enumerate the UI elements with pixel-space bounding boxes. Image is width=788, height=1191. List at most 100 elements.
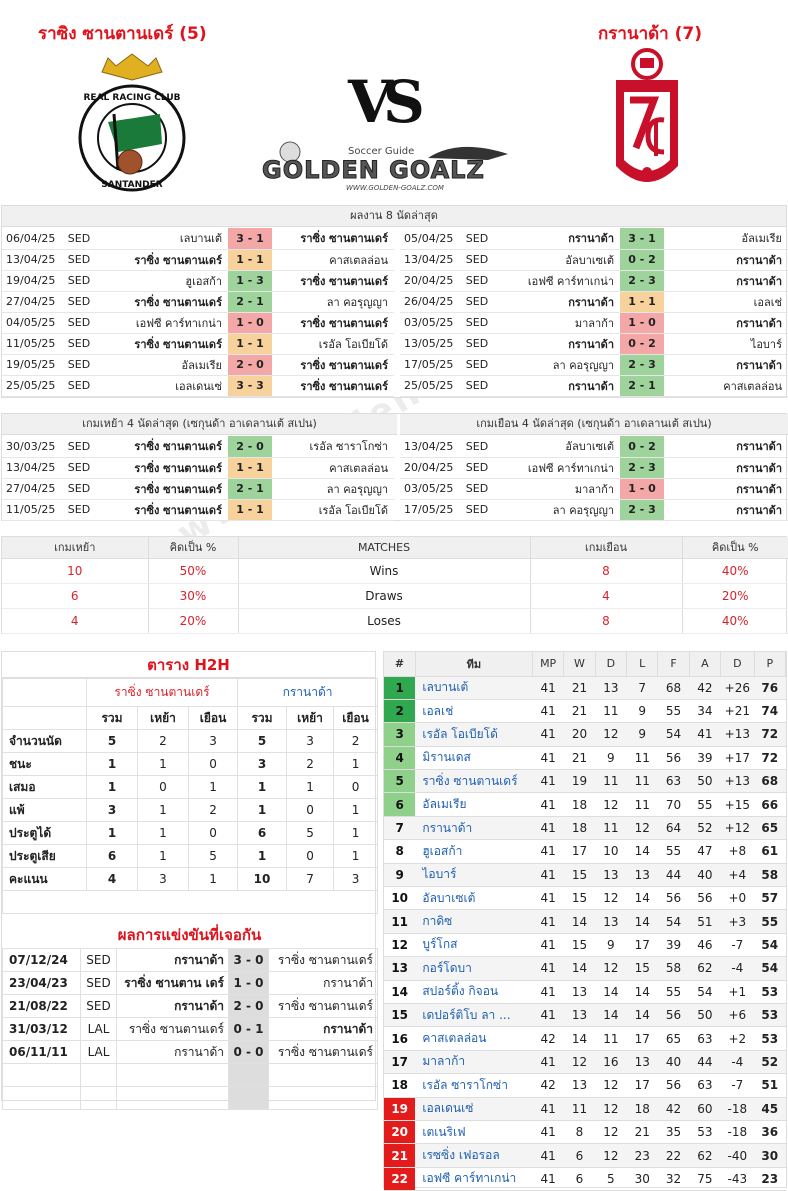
league-stat: +3 [720,909,755,934]
league-stat: 41 [532,863,564,888]
match-date: 30/03/25 [2,436,62,458]
league-row: 15 เดปอร์ติโบ ลา ... 41 13 14 14 56 50 +6 53 [384,1003,786,1028]
h2h-col-header: รวม [86,706,138,730]
league-position: 11 [384,909,416,934]
h2h-row-label: ประตูได้ [2,821,87,845]
match-competition: SED [62,457,96,479]
league-col-header: F [657,652,690,676]
granada-crest-icon [616,48,678,182]
match-row: 06/04/25 SED เลบานเต้ 3 - 1 ราซิ่ง ซานตานเดร… [2,228,394,250]
league-stat: 17 [626,1026,658,1051]
league-stat: 41 [532,792,564,817]
league-team-name: เอลเช่ [415,699,533,724]
league-stat: 41 [532,676,564,700]
league-table-panel: # ทีม MP W D L F A D P 1 เลบานเต้ 41 21 13 7 68 42 +26 76 2… [383,651,787,1191]
league-row: 21 เรซซิ่ง เฟอรอล 41 6 12 23 22 62 -40 30 [384,1143,786,1168]
home-team-title: ราซิง ซานตานเดร์ (5) [38,24,207,44]
league-position: 3 [384,722,416,747]
league-stat: 15 [626,956,658,981]
result-row: 07/12/24 SED กรานาด้า 3 - 0 ราซิ่ง ซานตานเดร… [2,948,378,972]
h2h-value: 1 [86,752,138,776]
h2h-value: 7 [286,867,335,891]
stats-home-value: 4 [2,608,149,634]
league-row: 5 ราซิ่ง ซานตานเดร์ 41 19 11 11 63 50 +13 68 [384,769,786,794]
match-row: 20/04/25 SED เอฟซี คาร์ทาเกน่า 2 - 3 กรานาด้… [400,270,788,292]
league-col-header: P [754,652,787,676]
league-stat: 41 [532,839,564,864]
league-stat: 14 [626,886,658,911]
league-team-name: ราซิ่ง ซานตานเดร์ [415,769,533,794]
h2h-value: 1 [333,798,379,822]
result-empty-cell [228,1063,269,1087]
racing-santander-crest-icon: REAL RACING CLUB SANTANDER [78,53,186,192]
league-row: 12 บูร์โกส 41 15 9 17 39 46 -7 54 [384,933,786,958]
league-stat: 42 [532,1073,564,1098]
h2h-value: 1 [137,821,189,845]
league-stat: 22 [657,1143,690,1168]
league-stat: 41 [532,909,564,934]
league-stat: 54 [754,933,786,958]
league-stat: 40 [657,1050,690,1075]
league-stat: -7 [720,933,755,958]
league-team-name: กอร์โดบา [415,956,533,981]
h2h-value: 5 [187,844,239,868]
match-home-team: ลา คอรุญญา [494,354,620,376]
result-empty-cell [2,1063,81,1087]
league-stat: 13 [595,676,627,700]
league-team-name: ฮูเอสก้า [415,839,533,864]
stats-label: Wins [238,558,531,584]
league-stat: +26 [720,676,755,700]
league-stat: 42 [689,676,721,700]
league-row: 17 มาลาก้า 41 12 16 13 40 44 -4 52 [384,1050,786,1075]
match-score: 2 - 3 [620,499,664,521]
result-away-team: ราซิ่ง ซานตานเดร์ [268,994,378,1018]
result-row: 06/11/11 LAL กรานาด้า 0 - 0 ราซิ่ง ซานตานเดร… [2,1040,378,1064]
league-team-name: ไอบาร์ [415,863,533,888]
match-date: 20/04/25 [400,457,460,479]
league-stat: 50 [689,1003,721,1028]
league-stat: 41 [532,1003,564,1028]
h2h-value: 0 [187,821,239,845]
league-stat: +13 [720,769,755,794]
league-stat: +13 [720,722,755,747]
league-stat: 5 [595,1167,627,1191]
match-date: 13/04/25 [2,249,62,271]
stats-away-value: 4 [530,583,683,609]
league-stat: 11 [595,699,627,724]
match-date: 13/04/25 [400,436,460,458]
h2h-empty-row [1,890,379,914]
league-stat: 21 [563,746,596,771]
league-stat: 55 [657,980,690,1004]
league-row: 19 เอลเดนเซ่ 41 11 12 18 42 60 -18 45 [384,1097,786,1121]
league-position: 14 [384,980,416,1004]
league-stat: 21 [563,699,596,724]
h2h-value: 3 [86,798,138,822]
league-stat: 14 [626,839,658,864]
stats-row: 6 30% Draws 4 20% [2,583,788,609]
league-stat: 30 [626,1167,658,1191]
league-stat: 21 [626,1120,658,1145]
match-row: 05/04/25 SED กรานาด้า 3 - 1 อัลเมเรีย [400,228,788,250]
league-stat: 52 [689,816,721,841]
h2h-value: 3 [333,867,379,891]
league-team-name: อัลบาเซเต้ [415,886,533,911]
h2h-value: 4 [86,867,138,891]
match-score: 2 - 1 [620,375,664,397]
league-stat: +21 [720,699,755,724]
match-row: 11/05/25 SED ราซิ่ง ซานตานเดร์ 1 - 1 เรอัล โ… [2,333,394,355]
match-score: 1 - 1 [228,333,272,355]
league-stat: 13 [595,863,627,888]
match-row: 27/04/25 SED ราซิ่ง ซานตานเดร์ 2 - 1 ลา คอรุ… [2,478,394,500]
league-stat: 56 [657,1003,690,1028]
match-date: 13/05/25 [400,333,460,355]
league-stat: 13 [563,1073,596,1098]
match-home-team: ราซิ่ง ซานตานเดร์ [96,478,228,500]
match-away-team: กรานาด้า [664,354,788,376]
match-away-team: กรานาด้า [664,436,788,458]
league-stat: +2 [720,1026,755,1051]
league-stat: 14 [563,1026,596,1051]
league-stat: 11 [626,746,658,771]
league-stat: 12 [563,1050,596,1075]
league-stat: 56 [689,886,721,911]
match-row: 25/05/25 SED กรานาด้า 2 - 1 คาสเตลล่อน [400,375,788,397]
